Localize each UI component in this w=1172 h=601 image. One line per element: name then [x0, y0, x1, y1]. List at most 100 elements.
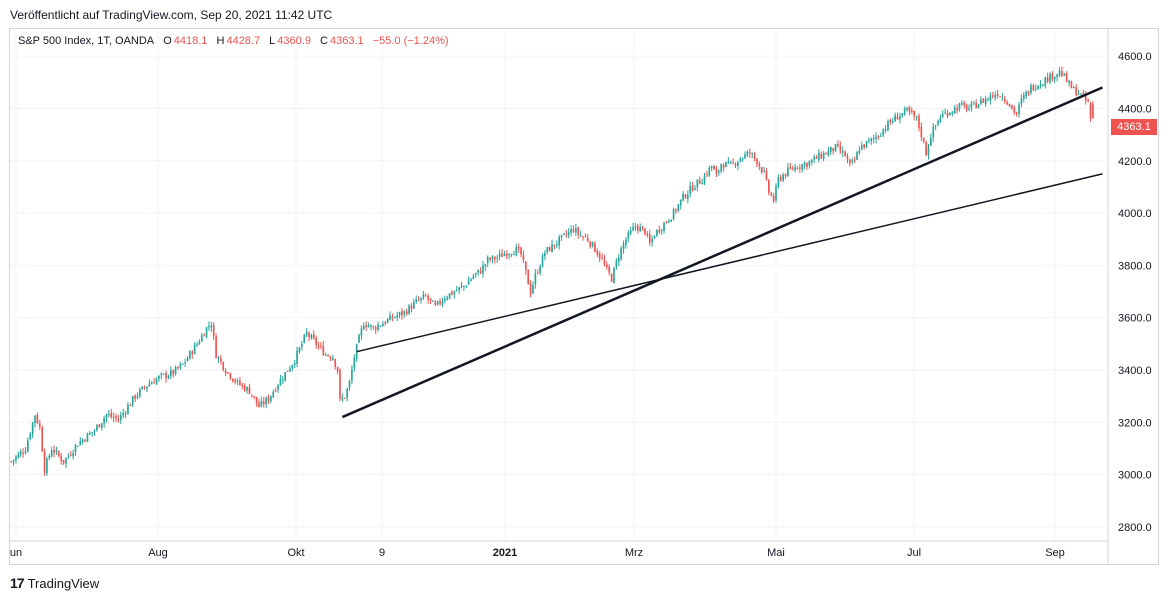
- candle-body: [777, 176, 780, 187]
- candle-body: [717, 171, 720, 173]
- candle-body: [203, 335, 206, 337]
- close-label: C: [320, 35, 328, 47]
- candle-body: [432, 300, 434, 302]
- candle-body: [634, 226, 637, 228]
- y-tick-label: 3400.0: [1118, 365, 1152, 377]
- candle-body: [794, 166, 796, 171]
- candle-body: [491, 255, 494, 260]
- tradingview-logo[interactable]: 17 TradingView: [10, 575, 99, 591]
- candle-body: [186, 358, 189, 362]
- candle-body: [727, 161, 730, 163]
- candle-body: [558, 236, 561, 246]
- candle-body: [86, 433, 89, 442]
- candle-body: [251, 394, 253, 396]
- candle-body: [1065, 73, 1068, 82]
- candle-body: [665, 221, 668, 223]
- candle-body: [279, 378, 282, 386]
- candle-body: [472, 276, 475, 279]
- candle-body: [963, 102, 966, 106]
- candle-body: [69, 455, 72, 457]
- x-tick-label: Sep: [1045, 547, 1065, 559]
- candle-body: [641, 226, 644, 228]
- candle-body: [453, 291, 456, 295]
- candle-body: [584, 236, 587, 238]
- candle-body: [1042, 84, 1044, 86]
- candle-body: [291, 364, 294, 369]
- x-tick-label: Jul: [907, 547, 921, 559]
- candle-body: [696, 179, 699, 188]
- candle-body: [22, 452, 24, 454]
- candle-body: [243, 385, 246, 391]
- candle-body: [799, 167, 801, 169]
- candle-body: [896, 116, 899, 120]
- candle-body: [165, 373, 167, 379]
- candle-body: [906, 108, 908, 110]
- candle-body: [841, 150, 844, 153]
- candle-body: [889, 120, 892, 123]
- candle-body: [951, 112, 954, 114]
- candle-body: [255, 396, 258, 404]
- x-tick-label: Mai: [767, 547, 785, 559]
- candle-body: [1006, 102, 1008, 105]
- candle-body: [565, 234, 568, 236]
- candle-body: [353, 357, 356, 369]
- trend-line[interactable]: [341, 86, 1103, 419]
- candle-body: [508, 254, 510, 256]
- candle-body: [505, 253, 508, 257]
- candle-body: [29, 434, 32, 440]
- candle-body: [779, 177, 782, 181]
- candle-body: [398, 312, 401, 316]
- candle-body: [103, 418, 105, 424]
- close-value: 4363.1: [329, 35, 364, 47]
- candle-body: [253, 396, 256, 398]
- candle-body: [105, 414, 108, 419]
- candle-body: [903, 108, 906, 114]
- candle-body: [553, 244, 556, 247]
- candle-body: [98, 424, 101, 428]
- candle-body: [920, 126, 923, 138]
- x-tick-label: 2021: [493, 547, 517, 559]
- chart-legend: S&P 500 Index, 1T, OANDA O 4418.1 H 4428.7…: [18, 35, 455, 47]
- candle-body: [567, 231, 570, 236]
- candle-body: [217, 357, 220, 359]
- candle-body: [67, 455, 70, 457]
- candle-body: [498, 253, 501, 257]
- high-label: H: [216, 35, 225, 47]
- candle-body: [1020, 98, 1023, 104]
- y-tick-label: 4000.0: [1118, 208, 1152, 220]
- candle-body: [887, 120, 889, 131]
- candle-body: [598, 253, 601, 259]
- candle-body: [930, 137, 932, 146]
- candle-body: [210, 325, 213, 328]
- candle-body: [320, 345, 322, 347]
- candle-body: [1077, 93, 1080, 95]
- candle-body: [172, 369, 175, 375]
- candle-body: [496, 257, 499, 259]
- candle-body: [501, 253, 503, 258]
- candle-body: [377, 325, 379, 330]
- trend-line[interactable]: [356, 173, 1103, 353]
- candle-body: [768, 180, 770, 193]
- y-tick-label: 4200.0: [1118, 156, 1152, 168]
- candle-body: [975, 103, 977, 109]
- candle-body: [374, 327, 377, 330]
- candle-body: [625, 239, 627, 245]
- candle-body: [965, 104, 968, 111]
- candle-body: [298, 347, 301, 353]
- candle-body: [455, 290, 458, 292]
- candle-body: [899, 116, 901, 120]
- candle-body: [758, 163, 761, 167]
- candle-body: [127, 404, 129, 415]
- symbol-label[interactable]: S&P 500 Index, 1T, OANDA: [18, 35, 155, 47]
- candle-body: [796, 167, 799, 169]
- candle-body: [513, 254, 515, 256]
- candle-body: [884, 129, 887, 131]
- change-value: −55.0 (−1.24%): [372, 35, 449, 47]
- candle-body: [732, 162, 734, 164]
- candle-body: [246, 387, 248, 391]
- candle-body: [424, 295, 427, 297]
- candle-body: [1073, 87, 1075, 89]
- candle-body: [1013, 107, 1016, 113]
- candle-body: [196, 344, 198, 346]
